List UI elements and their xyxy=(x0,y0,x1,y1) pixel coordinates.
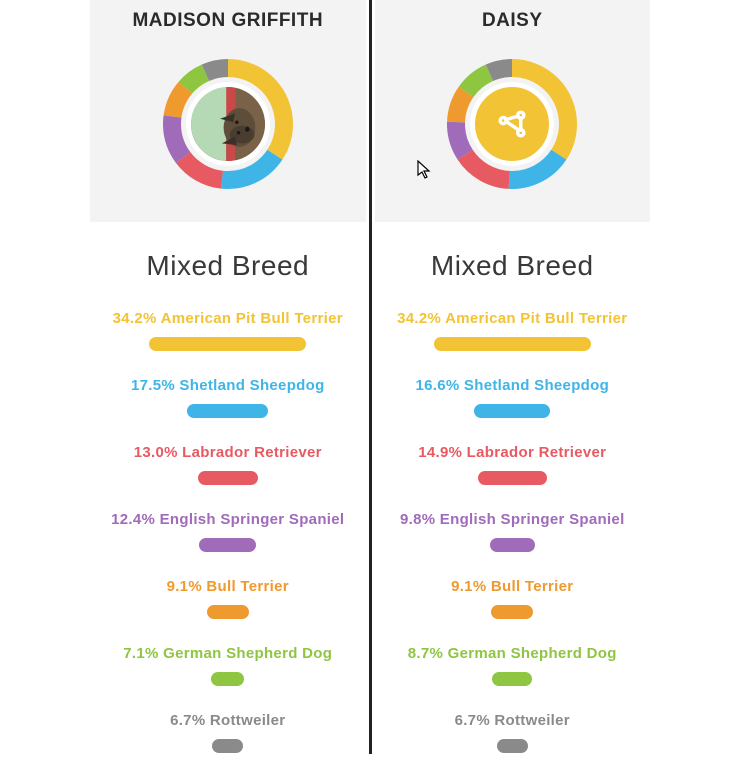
dog-name-right: DAISY xyxy=(482,10,543,32)
breed-label: 12.4% English Springer Spaniel xyxy=(111,511,344,528)
breed-bar xyxy=(207,605,249,619)
avatar-icon xyxy=(470,82,554,166)
breed-item: 6.7% Rottweiler xyxy=(170,712,285,753)
breed-label: 6.7% Rottweiler xyxy=(455,712,570,729)
breed-item: 6.7% Rottweiler xyxy=(455,712,570,753)
breed-bar xyxy=(434,337,591,351)
header-card-left: MADISON GRIFFITH xyxy=(90,0,366,222)
breed-bar xyxy=(212,739,243,753)
breed-item: 9.8% English Springer Spaniel xyxy=(400,511,625,552)
breed-label: 8.7% German Shepherd Dog xyxy=(408,645,617,662)
breed-label: 9.1% Bull Terrier xyxy=(451,578,573,595)
column-divider xyxy=(369,0,372,754)
avatar-photo xyxy=(186,82,270,166)
breed-item: 14.9% Labrador Retriever xyxy=(418,444,606,485)
breed-item: 12.4% English Springer Spaniel xyxy=(111,511,344,552)
breed-item: 8.7% German Shepherd Dog xyxy=(408,645,617,686)
dog-icon xyxy=(491,103,533,145)
breed-bar xyxy=(497,739,528,753)
dog-photo-icon xyxy=(191,87,265,161)
dog-name-left: MADISON GRIFFITH xyxy=(132,10,323,32)
breed-item: 16.6% Shetland Sheepdog xyxy=(415,377,609,418)
breed-item: 9.1% Bull Terrier xyxy=(451,578,573,619)
breed-item: 13.0% Labrador Retriever xyxy=(134,444,322,485)
breed-label: 17.5% Shetland Sheepdog xyxy=(131,377,325,394)
breed-bar xyxy=(198,471,258,485)
breed-bar xyxy=(474,404,550,418)
breed-label: 34.2% American Pit Bull Terrier xyxy=(113,310,343,327)
donut-chart-right xyxy=(442,54,582,194)
breed-list-right: 34.2% American Pit Bull Terrier 16.6% She… xyxy=(375,310,651,779)
header-card-right: DAISY xyxy=(375,0,651,222)
breed-label: 16.6% Shetland Sheepdog xyxy=(415,377,609,394)
breed-item: 17.5% Shetland Sheepdog xyxy=(131,377,325,418)
breed-bar xyxy=(490,538,535,552)
column-right: DAISY Mixed Breed 34.2% American Pit Bul… xyxy=(375,0,651,754)
breed-bar xyxy=(149,337,306,351)
breed-title-left: Mixed Breed xyxy=(146,250,309,282)
donut-chart-left xyxy=(158,54,298,194)
breed-bar xyxy=(478,471,547,485)
breed-bar xyxy=(187,404,268,418)
breed-label: 9.8% English Springer Spaniel xyxy=(400,511,625,528)
breed-bar xyxy=(199,538,256,552)
breed-item: 7.1% German Shepherd Dog xyxy=(123,645,332,686)
breed-bar xyxy=(491,605,533,619)
breed-label: 13.0% Labrador Retriever xyxy=(134,444,322,461)
breed-list-left: 34.2% American Pit Bull Terrier 17.5% She… xyxy=(90,310,366,779)
breed-item: 34.2% American Pit Bull Terrier xyxy=(397,310,627,351)
breed-label: 6.7% Rottweiler xyxy=(170,712,285,729)
breed-label: 9.1% Bull Terrier xyxy=(167,578,289,595)
breed-item: 34.2% American Pit Bull Terrier xyxy=(113,310,343,351)
breed-bar xyxy=(211,672,244,686)
breed-label: 7.1% German Shepherd Dog xyxy=(123,645,332,662)
column-left: MADISON GRIFFITH xyxy=(90,0,366,754)
breed-label: 34.2% American Pit Bull Terrier xyxy=(397,310,627,327)
breed-label: 14.9% Labrador Retriever xyxy=(418,444,606,461)
breed-title-right: Mixed Breed xyxy=(431,250,594,282)
breed-item: 9.1% Bull Terrier xyxy=(167,578,289,619)
breed-bar xyxy=(492,672,532,686)
comparison-container: MADISON GRIFFITH xyxy=(0,0,740,754)
